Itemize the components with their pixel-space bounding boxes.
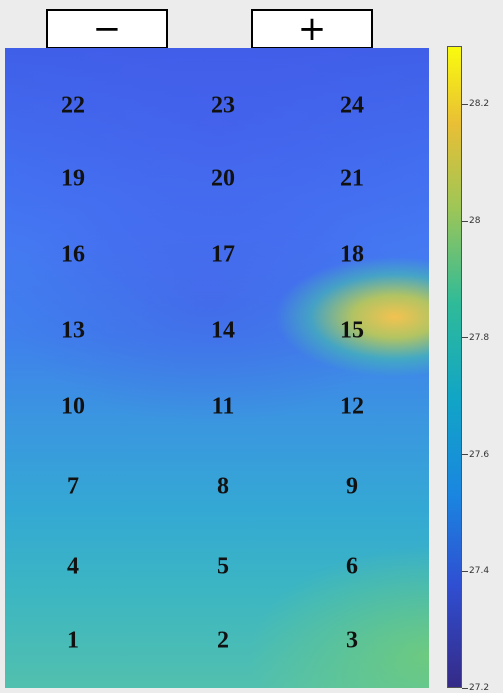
grid-cell-label: 21 — [340, 165, 364, 192]
grid-cell-label: 6 — [346, 553, 358, 580]
colorbar-tick-label: 27.6 — [469, 449, 490, 460]
minus-label: − — [92, 9, 122, 49]
grid-cell-label: 3 — [346, 627, 358, 654]
minus-button[interactable]: − — [46, 9, 168, 49]
grid-cell-label: 1 — [67, 627, 79, 654]
colorbar-tick-label: 27.4 — [469, 566, 490, 577]
plus-label: + — [297, 9, 327, 49]
grid-cell-label: 24 — [340, 92, 364, 119]
grid-cell-label: 12 — [340, 393, 364, 420]
colorbar-tick-label: 28.2 — [469, 99, 490, 110]
grid-cell-label: 14 — [211, 317, 235, 344]
colorbar-tick — [462, 570, 468, 572]
grid-cell-label: 10 — [61, 393, 85, 420]
grid-cell-label: 22 — [61, 92, 85, 119]
grid-cell-label: 9 — [346, 473, 358, 500]
colorbar-tick — [462, 687, 468, 689]
colorbar-tick — [462, 103, 468, 105]
grid-cell-label: 2 — [217, 627, 229, 654]
grid-cell-label: 19 — [61, 165, 85, 192]
colorbar — [447, 46, 462, 688]
colorbar-tick — [462, 220, 468, 222]
grid-cell-label: 16 — [61, 241, 85, 268]
colorbar-tick-label: 28 — [469, 216, 481, 227]
colorbar-tick-label: 27.8 — [469, 332, 490, 343]
heatmap: 22 23 24 19 20 21 16 17 18 13 14 15 10 11 12 7 8 9 4 5 6 1 2 3 — [5, 48, 429, 688]
grid-cell-label: 23 — [211, 92, 235, 119]
grid-cell-label: 18 — [340, 241, 364, 268]
plus-button[interactable]: + — [251, 9, 373, 49]
grid-cell-label: 5 — [217, 553, 229, 580]
grid-cell-label: 8 — [217, 473, 229, 500]
grid-cell-label: 15 — [340, 317, 364, 344]
grid-cell-label: 17 — [211, 241, 235, 268]
colorbar-tick — [462, 454, 468, 456]
grid-cell-label: 20 — [211, 165, 235, 192]
grid-cell-label: 7 — [67, 473, 79, 500]
colorbar-tick — [462, 337, 468, 339]
colorbar-tick-label: 27.2 — [469, 683, 490, 693]
grid-cell-label: 4 — [67, 553, 79, 580]
grid-cell-label: 11 — [211, 393, 235, 420]
grid-cell-label: 13 — [61, 317, 85, 344]
